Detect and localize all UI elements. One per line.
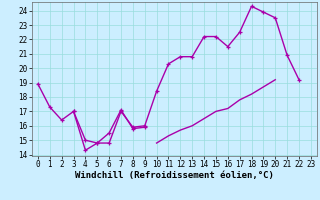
X-axis label: Windchill (Refroidissement éolien,°C): Windchill (Refroidissement éolien,°C) (75, 171, 274, 180)
